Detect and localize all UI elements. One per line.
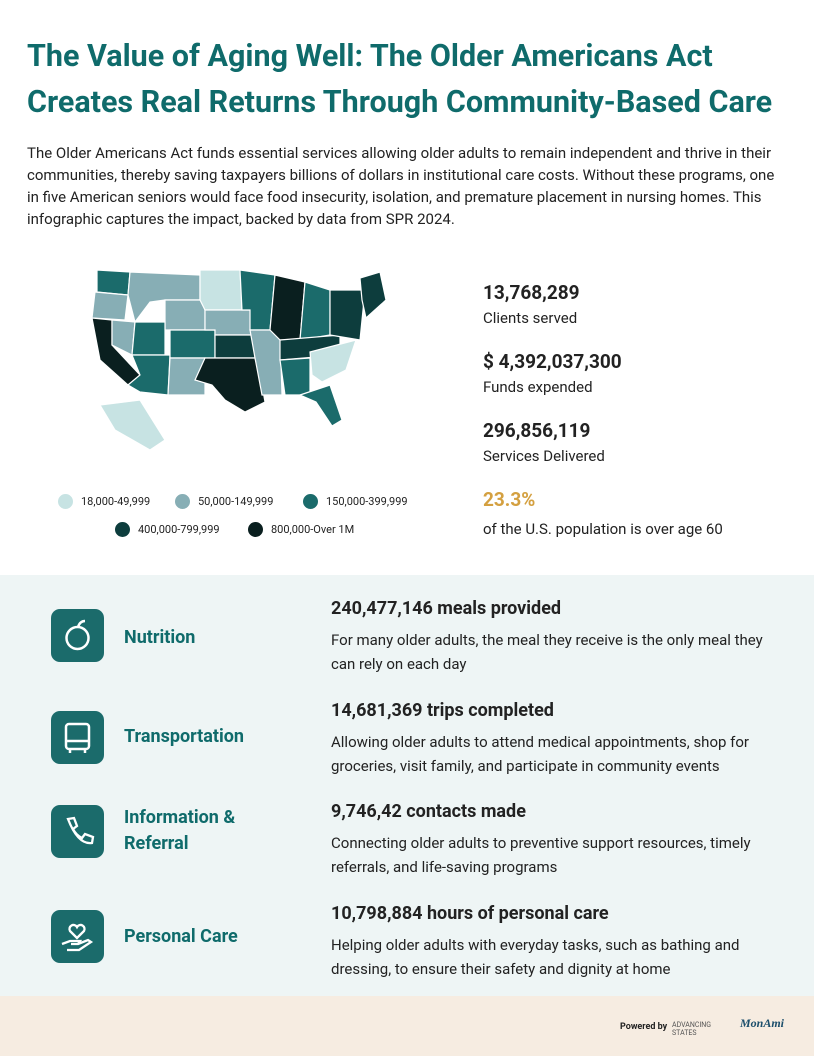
logo: ADVANCING STATES: [672, 1021, 712, 1037]
legend-item: 400,000-799,999: [115, 522, 220, 537]
stat-label: Services Delivered: [483, 447, 605, 465]
service-name: Personal Care: [124, 926, 238, 947]
footer: [0, 996, 814, 1056]
stat-value: 23.3%: [483, 488, 536, 511]
service-headline: 9,746,42 contacts made: [331, 801, 526, 822]
legend-swatch: [115, 522, 130, 537]
title: The Value of Aging Well: The Older Ameri…: [27, 39, 773, 120]
service-headline: 240,477,146 meals provided: [331, 598, 562, 619]
legend-label: 800,000-Over 1M: [271, 523, 355, 536]
service-name: Nutrition: [124, 627, 196, 648]
legend-swatch: [303, 494, 318, 509]
logo: MonAmi: [740, 1016, 785, 1030]
legend-item: 50,000-149,999: [175, 494, 273, 509]
legend-label: 18,000-49,999: [81, 495, 151, 508]
service-headline: 14,681,369 trips completed: [331, 700, 554, 721]
phone-icon: [51, 805, 104, 858]
service-headline: 10,798,884 hours of personal care: [331, 903, 609, 924]
service-description: Helping older adults with everyday tasks…: [331, 936, 740, 978]
legend-label: 150,000-399,999: [326, 495, 408, 508]
stat-label: Clients served: [483, 309, 578, 327]
intro: The Older Americans Act funds essential …: [27, 144, 775, 228]
bus-icon: [51, 711, 104, 764]
stat-value: 296,856,119: [483, 419, 591, 442]
service-name: Information & Referral: [124, 807, 236, 854]
apple-icon: [51, 609, 104, 662]
legend-item: 150,000-399,999: [303, 494, 408, 509]
legend-label: 400,000-799,999: [138, 523, 220, 536]
stat-value: 13,768,289: [483, 281, 580, 304]
stat-label: of the U.S. population is over age 60: [483, 520, 723, 538]
legend-label: 50,000-149,999: [198, 495, 274, 508]
legend-item: 18,000-49,999: [58, 494, 150, 509]
service-description: Connecting older adults to preventive su…: [331, 834, 751, 876]
legend-swatch: [58, 494, 73, 509]
us-map: [91, 269, 387, 451]
service-description: Allowing older adults to attend medical …: [331, 733, 749, 775]
care-icon: [51, 910, 104, 963]
legend-swatch: [248, 522, 263, 537]
stat-label: Funds expended: [483, 378, 593, 396]
legend-swatch: [175, 494, 190, 509]
powered-by: Powered by: [620, 1022, 668, 1032]
stat-value: $ 4,392,037,300: [483, 350, 622, 373]
service-name: Transportation: [124, 726, 244, 747]
services-band: [0, 575, 814, 996]
service-description: For many older adults, the meal they rec…: [331, 631, 763, 673]
legend-item: 800,000-Over 1M: [248, 522, 354, 537]
